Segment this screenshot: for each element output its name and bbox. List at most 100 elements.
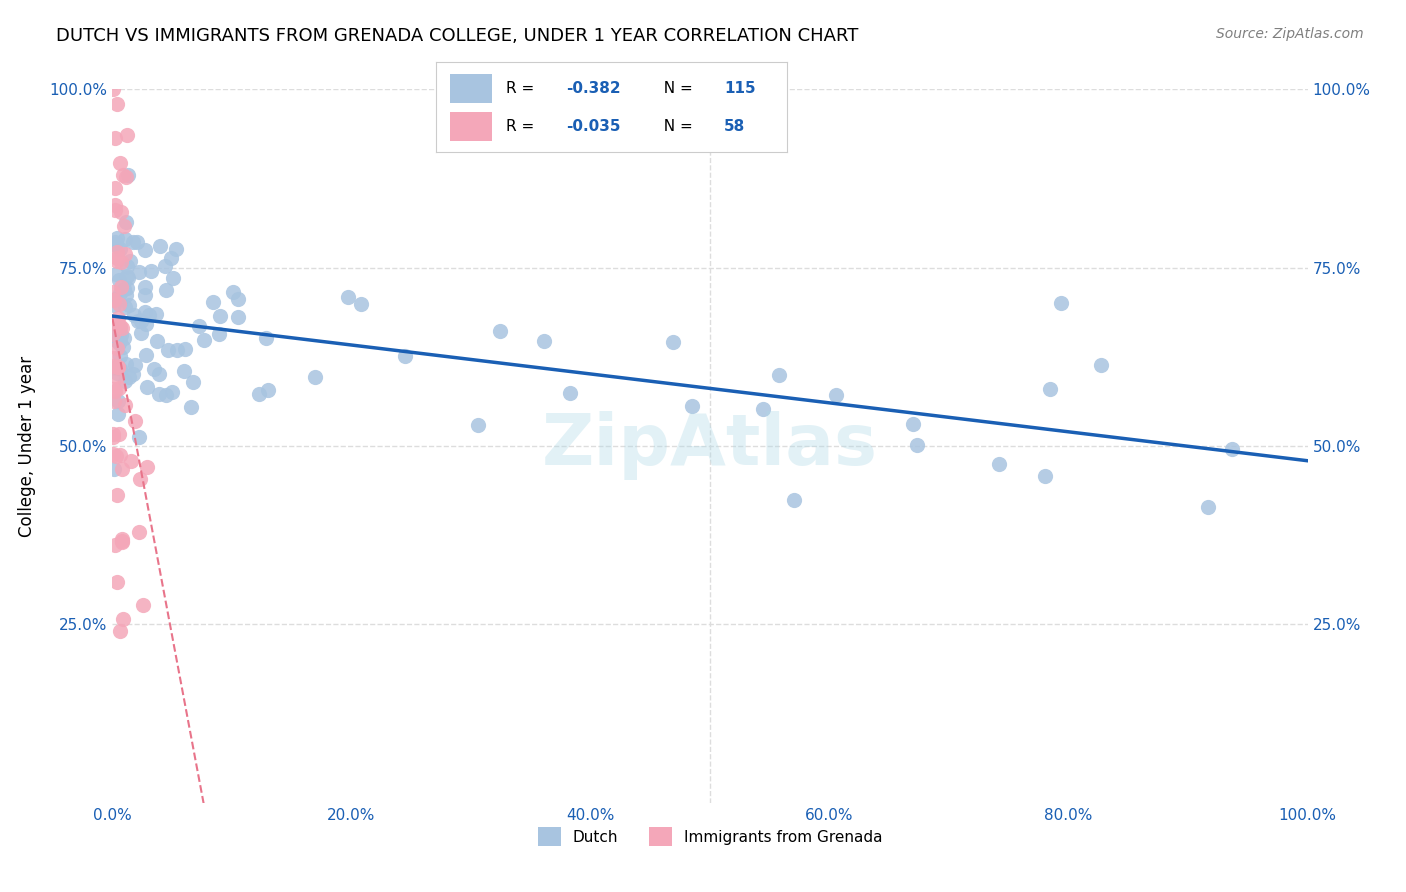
Point bbox=[136, 459, 159, 474]
Point bbox=[115, 128, 138, 142]
Point bbox=[156, 343, 179, 358]
Point bbox=[108, 297, 131, 311]
Point bbox=[111, 321, 134, 335]
Point bbox=[104, 181, 127, 195]
Point bbox=[101, 430, 124, 444]
Bar bbox=[450, 112, 492, 141]
Point bbox=[103, 298, 125, 312]
Point bbox=[489, 324, 512, 338]
Point bbox=[103, 293, 125, 307]
Point bbox=[103, 326, 125, 340]
Point bbox=[104, 203, 127, 218]
Point bbox=[101, 427, 124, 442]
Point bbox=[111, 534, 134, 549]
Point bbox=[134, 305, 156, 319]
Text: N =: N = bbox=[654, 81, 697, 95]
Point bbox=[209, 309, 232, 323]
Point bbox=[104, 538, 127, 552]
Point bbox=[107, 381, 129, 395]
Point bbox=[129, 314, 152, 328]
Point bbox=[166, 343, 188, 357]
Point bbox=[132, 598, 155, 612]
Point bbox=[149, 239, 172, 253]
Point bbox=[247, 387, 270, 401]
Point bbox=[533, 334, 555, 349]
Point bbox=[108, 333, 131, 347]
Text: Source: ZipAtlas.com: Source: ZipAtlas.com bbox=[1216, 27, 1364, 41]
Point bbox=[180, 401, 202, 415]
Point bbox=[114, 399, 136, 413]
Point bbox=[103, 359, 125, 373]
Text: -0.035: -0.035 bbox=[567, 120, 620, 134]
Point bbox=[662, 334, 685, 349]
Point bbox=[148, 367, 170, 381]
Point bbox=[165, 242, 187, 256]
Point bbox=[129, 326, 152, 341]
Point bbox=[103, 331, 125, 345]
Point bbox=[107, 311, 129, 326]
Text: ZipAtlas: ZipAtlas bbox=[543, 411, 877, 481]
Point bbox=[768, 368, 790, 382]
Point bbox=[104, 326, 127, 340]
Point bbox=[824, 388, 846, 402]
Point bbox=[138, 308, 160, 322]
Text: 58: 58 bbox=[724, 120, 745, 134]
Point bbox=[114, 374, 136, 388]
Point bbox=[105, 251, 128, 265]
Point bbox=[107, 393, 129, 408]
Point bbox=[107, 273, 129, 287]
Point bbox=[117, 168, 139, 182]
Point bbox=[124, 358, 146, 372]
Point bbox=[115, 259, 138, 273]
Point bbox=[110, 362, 132, 376]
Point bbox=[202, 295, 225, 310]
Point bbox=[112, 169, 135, 183]
Point bbox=[101, 82, 124, 96]
Point bbox=[107, 329, 129, 343]
Point bbox=[141, 263, 163, 277]
Point bbox=[111, 462, 134, 476]
Point bbox=[120, 253, 142, 268]
Point bbox=[114, 300, 136, 314]
Point bbox=[145, 307, 167, 321]
Text: 115: 115 bbox=[724, 81, 755, 95]
Point bbox=[135, 348, 157, 362]
Point bbox=[107, 360, 129, 375]
Point bbox=[1039, 382, 1062, 396]
Point bbox=[103, 361, 125, 376]
Point bbox=[111, 612, 134, 626]
Point bbox=[108, 624, 131, 639]
Point bbox=[148, 387, 170, 401]
Point bbox=[104, 198, 127, 212]
Point bbox=[115, 281, 138, 295]
Point bbox=[124, 308, 146, 322]
Point bbox=[118, 298, 141, 312]
Point bbox=[105, 341, 128, 355]
Point bbox=[105, 316, 128, 330]
Point bbox=[111, 535, 134, 549]
Point bbox=[115, 268, 138, 283]
Point bbox=[108, 321, 131, 335]
Point bbox=[105, 370, 128, 384]
Point bbox=[905, 438, 928, 452]
Point bbox=[108, 285, 131, 300]
Point bbox=[103, 447, 125, 461]
Bar bbox=[450, 74, 492, 103]
Point bbox=[349, 297, 371, 311]
Point bbox=[128, 430, 150, 444]
Point bbox=[114, 288, 136, 302]
Point bbox=[122, 235, 145, 249]
Point bbox=[107, 359, 129, 374]
Point bbox=[101, 285, 124, 299]
Point bbox=[304, 370, 326, 384]
Point bbox=[254, 331, 277, 345]
Point bbox=[1090, 358, 1112, 372]
Point bbox=[105, 96, 128, 111]
Point bbox=[105, 574, 128, 589]
Point bbox=[103, 326, 125, 341]
Point bbox=[127, 314, 149, 328]
Point bbox=[115, 215, 138, 229]
Point bbox=[903, 417, 925, 431]
Text: R =: R = bbox=[506, 81, 540, 95]
Point bbox=[1050, 296, 1073, 310]
